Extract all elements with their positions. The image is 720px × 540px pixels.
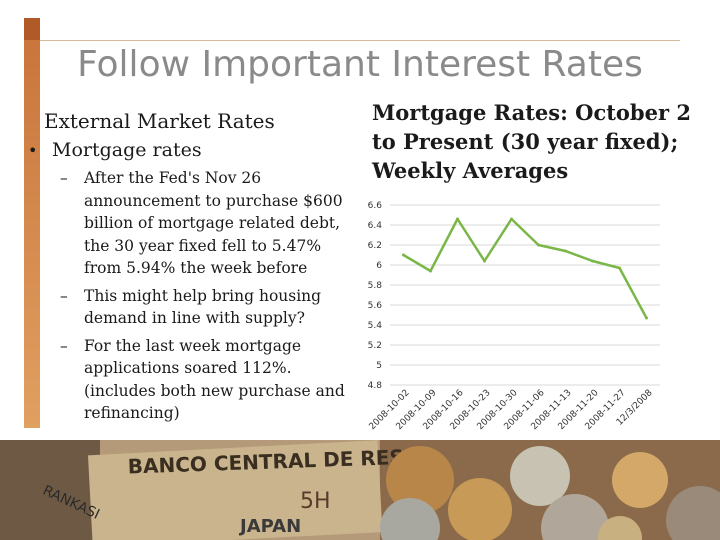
bullet-text: Mortgage rates <box>52 139 202 161</box>
sub-bullet-item: – For the last week mortgage applications… <box>60 335 358 425</box>
y-tick-label: 5.4 <box>368 321 383 331</box>
y-tick-label: 5.2 <box>368 341 382 351</box>
line-chart: 6.66.46.265.85.65.45.254.82008-10-022008… <box>368 201 660 432</box>
data-point <box>645 316 648 320</box>
accent-bar <box>24 18 40 428</box>
currency-photo: BANCO CENTRAL DE RES RANKASI 5H JAPAN <box>0 440 720 540</box>
bullet-item: • Mortgage rates <box>28 136 358 165</box>
data-point <box>456 217 459 221</box>
sub-bullet-text: For the last week mortgage applications … <box>84 336 345 423</box>
data-point <box>537 243 540 247</box>
title-rule <box>40 40 680 41</box>
y-tick-label: 5 <box>376 361 382 371</box>
y-tick-label: 4.8 <box>368 381 383 391</box>
data-point <box>510 217 513 221</box>
slide-title: Follow Important Interest Rates <box>77 44 643 85</box>
sub-bullet-text: After the Fed's Nov 26 announcement to p… <box>84 169 343 277</box>
section-heading: External Market Rates <box>44 109 275 133</box>
sub-bullet-item: – This might help bring housing demand in… <box>60 285 358 330</box>
accent-bar-top <box>24 18 40 40</box>
sub-bullet-list: – After the Fed's Nov 26 announcement to … <box>60 167 358 425</box>
chart-title: Mortgage Rates: October 2 to Present (30… <box>372 100 691 183</box>
data-point <box>618 266 621 270</box>
y-tick-label: 5.8 <box>368 281 383 291</box>
y-tick-label: 6.4 <box>368 221 383 231</box>
dash-icon: – <box>60 169 68 187</box>
sub-bullet-item: – After the Fed's Nov 26 announcement to … <box>60 167 358 280</box>
y-tick-label: 5.6 <box>368 301 383 311</box>
data-point <box>483 259 486 263</box>
sub-bullet-text: This might help bring housing demand in … <box>84 286 322 328</box>
dash-icon: – <box>60 336 68 355</box>
data-point <box>429 269 432 273</box>
data-point <box>402 253 405 257</box>
dash-icon: – <box>60 286 68 305</box>
series-line <box>402 217 648 319</box>
data-point <box>564 249 567 253</box>
bullet-dot-icon: • <box>28 141 38 160</box>
y-tick-label: 6 <box>376 261 382 271</box>
y-tick-label: 6.2 <box>368 241 382 251</box>
y-tick-label: 6.6 <box>368 201 383 211</box>
banknote-text-bottom: JAPAN <box>238 516 301 537</box>
banknote-number: 5H <box>300 489 331 514</box>
text-column: External Market Rates • Mortgage rates –… <box>28 108 358 430</box>
data-point <box>591 259 594 263</box>
